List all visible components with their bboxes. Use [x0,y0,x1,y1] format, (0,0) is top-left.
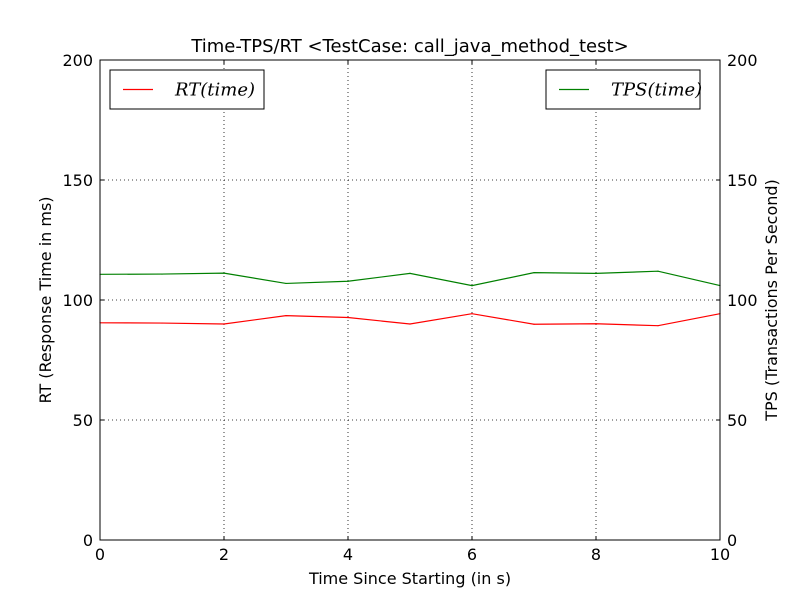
x-tick-label: 2 [219,545,229,564]
data-point-0 [595,323,597,325]
x-tick-label: 4 [343,545,353,564]
x-tick-label: 6 [467,545,477,564]
y-tick-label-left: 150 [62,171,93,190]
data-point-1 [533,272,535,274]
data-point-1 [595,272,597,274]
y-axis-label-right: TPS (Transactions Per Second) [762,179,781,422]
data-point-0 [533,323,535,325]
legend-box-0: RT(time) [109,69,265,110]
y-axis-label-left: RT (Response Time in ms) [36,196,55,403]
series-lines [99,270,721,327]
data-point-0 [471,313,473,315]
data-point-0 [285,315,287,317]
y-tick-label-right: 50 [727,411,747,430]
y-tick-label-left: 50 [73,411,93,430]
data-point-1 [285,282,287,285]
data-point-0 [657,325,659,327]
y-tick-label-right: 0 [727,531,737,550]
y-tick-label-right: 100 [727,291,758,310]
data-point-1 [471,285,473,287]
chart-title: Time-TPS/RT <TestCase: call_java_method_… [190,36,628,57]
data-point-0 [409,323,411,325]
x-tick-label: 10 [710,545,730,564]
x-axis-label: Time Since Starting (in s) [308,569,511,588]
data-point-1 [347,280,349,282]
data-point-1 [161,273,163,275]
legends: RT(time) TPS(time) [109,69,702,110]
grid-lines [100,60,720,540]
y-tick-label-right: 200 [727,51,758,70]
legend-label: RT(time) [174,80,255,101]
y-tick-label-left: 100 [62,291,93,310]
y-tick-label-left: 200 [62,51,93,70]
data-point-1 [657,270,659,272]
data-point-0 [223,323,225,325]
y-tick-label-left: 0 [83,531,93,550]
legend-label: TPS(time) [611,80,702,101]
data-point-1 [223,272,225,274]
x-tick-label: 0 [95,545,105,564]
data-point-1 [409,272,411,274]
y-tick-label-right: 150 [727,171,758,190]
legend-box-1: TPS(time) [545,69,702,110]
x-tick-label: 8 [591,545,601,564]
data-point-0 [161,322,163,324]
data-point-0 [347,316,349,319]
